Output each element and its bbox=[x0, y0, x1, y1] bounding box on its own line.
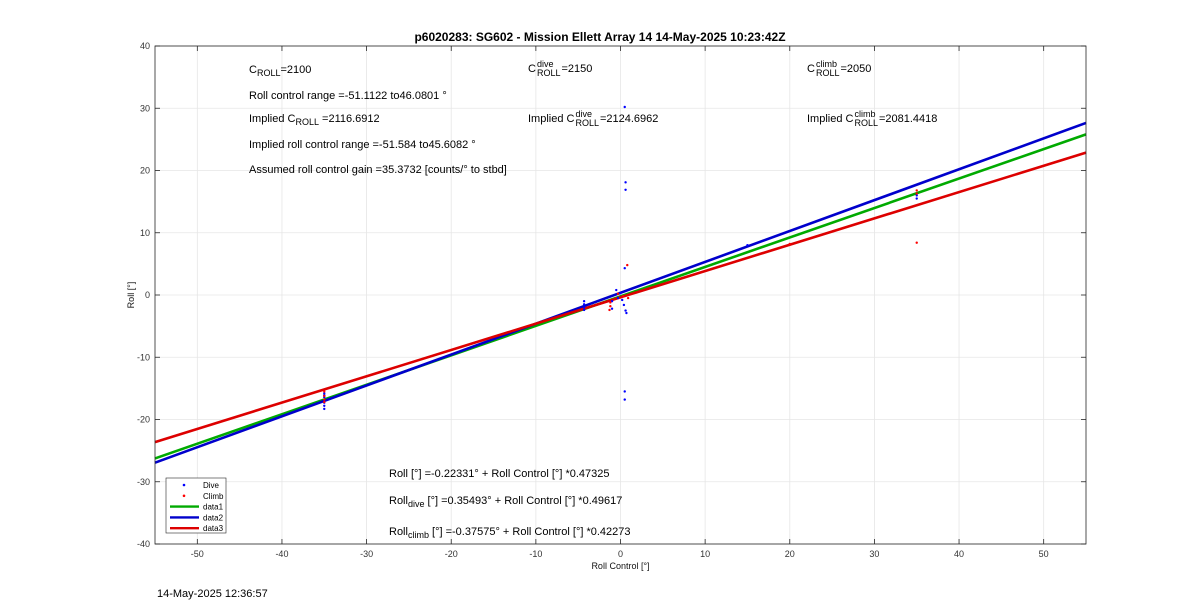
axis-ticks: -50 -40 -30 -20 -10 0 10 20 30 40 50 -40 -30 -20 -10 0 1… bbox=[137, 41, 1086, 559]
legend-label: Dive bbox=[203, 481, 220, 490]
point-dive bbox=[610, 307, 614, 310]
point-climb bbox=[609, 305, 612, 308]
x-axis-label: Roll Control [°] bbox=[591, 561, 649, 571]
point-dive bbox=[623, 105, 626, 109]
point-dive bbox=[619, 291, 622, 295]
point-climb bbox=[626, 263, 629, 267]
y-tick-label: -20 bbox=[137, 415, 150, 425]
timestamp: 14-May-2025 12:36:57 bbox=[157, 588, 268, 600]
fit-equation-climb: Rollclimb [°] =-0.37575° + Roll Control … bbox=[389, 526, 631, 540]
y-tick-label: 20 bbox=[140, 166, 150, 176]
x-tick-label: 50 bbox=[1039, 549, 1049, 559]
point-dive bbox=[623, 267, 626, 270]
point-dive bbox=[623, 398, 626, 401]
fit-equation-all: Roll [°] =-0.22331° + Roll Control [°] *… bbox=[389, 468, 610, 480]
legend-marker-dive bbox=[182, 483, 186, 487]
point-dive bbox=[624, 309, 627, 312]
point-dive bbox=[610, 300, 614, 303]
implied-croll: Implied CROLL =2116.6912 bbox=[249, 113, 380, 127]
point-dive bbox=[624, 188, 627, 191]
point-dive bbox=[622, 303, 626, 307]
point-climb bbox=[608, 308, 611, 312]
y-tick-label: -40 bbox=[137, 539, 150, 549]
point-dive bbox=[915, 194, 918, 197]
y-tick-label: 40 bbox=[140, 41, 150, 51]
point-climb bbox=[323, 390, 326, 393]
croll-annotation: CROLL=2100 bbox=[249, 64, 312, 78]
x-tick-label: -10 bbox=[529, 549, 542, 559]
point-dive bbox=[915, 197, 918, 200]
legend-label: data2 bbox=[203, 513, 224, 522]
point-dive bbox=[616, 296, 620, 300]
point-dive bbox=[615, 288, 618, 292]
x-tick-label: -40 bbox=[275, 549, 288, 559]
point-dive bbox=[582, 308, 586, 312]
data-points bbox=[323, 105, 918, 411]
roll-control-range: Roll control range =-51.1122 to46.0801 ° bbox=[249, 90, 447, 102]
point-dive bbox=[624, 181, 627, 184]
legend-label: Climb bbox=[203, 492, 224, 501]
point-climb bbox=[915, 189, 918, 192]
point-dive bbox=[582, 306, 586, 309]
y-axis-label: Roll [°] bbox=[126, 282, 136, 309]
fit-equation-dive: Rolldive [°] =0.35493° + Roll Control [°… bbox=[389, 495, 623, 509]
point-dive bbox=[625, 311, 628, 315]
point-dive bbox=[623, 390, 626, 393]
y-tick-label: 0 bbox=[145, 290, 150, 300]
point-climb bbox=[621, 295, 625, 298]
point-climb bbox=[616, 292, 620, 295]
x-tick-label: 20 bbox=[785, 549, 795, 559]
point-climb bbox=[788, 242, 791, 246]
fit-line-data3 bbox=[154, 151, 1087, 444]
point-climb bbox=[915, 192, 918, 195]
chart-title: p6020283: SG602 - Mission Ellett Array 1… bbox=[414, 30, 786, 44]
x-tick-label: 10 bbox=[700, 549, 710, 559]
roll-control-gain: Assumed roll control gain =35.3732 [coun… bbox=[249, 164, 507, 176]
point-dive bbox=[323, 404, 326, 408]
legend-marker-climb bbox=[182, 494, 186, 498]
point-dive bbox=[620, 298, 624, 302]
implied-roll-range: Implied roll control range =-51.584 to45… bbox=[249, 139, 476, 151]
x-tick-label: -30 bbox=[360, 549, 373, 559]
point-climb bbox=[915, 241, 918, 244]
point-climb bbox=[323, 394, 326, 398]
point-dive bbox=[323, 407, 326, 411]
point-climb bbox=[609, 301, 612, 304]
x-tick-label: 30 bbox=[869, 549, 879, 559]
x-tick-label: -50 bbox=[191, 549, 204, 559]
point-dive bbox=[582, 300, 586, 303]
legend-label: data3 bbox=[203, 524, 224, 533]
y-tick-label: -30 bbox=[137, 477, 150, 487]
y-tick-label: 30 bbox=[140, 103, 150, 113]
point-climb bbox=[323, 400, 326, 404]
point-climb bbox=[323, 398, 326, 401]
y-tick-label: -10 bbox=[137, 352, 150, 362]
point-dive bbox=[582, 303, 586, 306]
y-tick-label: 10 bbox=[140, 228, 150, 238]
x-tick-label: 0 bbox=[618, 549, 623, 559]
x-tick-label: -20 bbox=[445, 549, 458, 559]
x-tick-label: 40 bbox=[954, 549, 964, 559]
point-climb bbox=[626, 296, 630, 300]
point-dive bbox=[323, 392, 326, 395]
legend-label: data1 bbox=[203, 503, 224, 512]
point-dive bbox=[746, 244, 749, 247]
